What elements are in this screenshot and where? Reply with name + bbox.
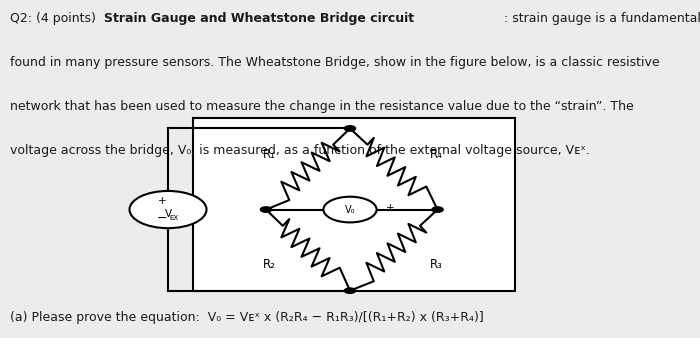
Circle shape (432, 207, 443, 212)
Text: R₃: R₃ (430, 259, 443, 271)
Circle shape (260, 207, 272, 212)
Circle shape (323, 197, 377, 222)
Text: R₂: R₂ (263, 259, 276, 271)
Text: V₀: V₀ (344, 204, 355, 215)
Text: R₁: R₁ (263, 148, 276, 161)
Text: (a) Please prove the equation:  V₀ = Vᴇˣ x (R₂R₄ − R₁R₃)/[(R₁+R₂) x (R₃+R₄)]: (a) Please prove the equation: V₀ = Vᴇˣ … (10, 311, 484, 324)
Text: Q2: (4 points): Q2: (4 points) (10, 12, 100, 25)
Circle shape (344, 288, 356, 293)
Text: found in many pressure sensors. The Wheatstone Bridge, show in the figure below,: found in many pressure sensors. The Whea… (10, 56, 660, 69)
Text: : strain gauge is a fundamental technique: : strain gauge is a fundamental techniqu… (504, 12, 700, 25)
Text: R₄: R₄ (430, 148, 443, 161)
Text: voltage across the bridge, V₀, is measured, as a function of the external voltag: voltage across the bridge, V₀, is measur… (10, 144, 590, 156)
Text: −: − (157, 212, 167, 224)
Text: Strain Gauge and Wheatstone Bridge circuit: Strain Gauge and Wheatstone Bridge circu… (104, 12, 414, 25)
Text: EX: EX (169, 215, 178, 221)
Circle shape (130, 191, 206, 228)
Text: +: + (386, 203, 395, 213)
Text: +: + (158, 196, 167, 206)
Text: network that has been used to measure the change in the resistance value due to : network that has been used to measure th… (10, 100, 634, 113)
Circle shape (344, 126, 356, 131)
Text: V: V (164, 209, 172, 219)
Bar (193, 118, 514, 291)
